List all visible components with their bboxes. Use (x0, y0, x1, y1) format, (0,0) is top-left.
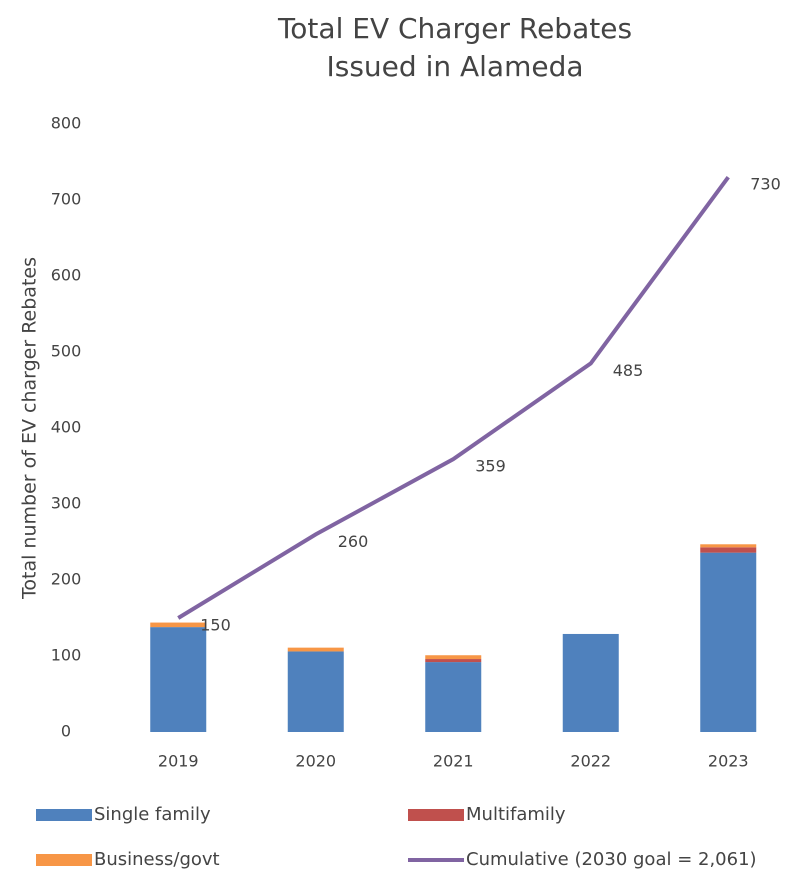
legend-swatch (36, 854, 92, 866)
y-tick-label: 600 (51, 266, 82, 285)
y-tick-label: 300 (51, 494, 82, 513)
x-tick-label: 2019 (158, 752, 199, 771)
x-tick-label: 2022 (570, 752, 611, 771)
data-label: 730 (750, 175, 781, 194)
bar-segment (150, 627, 207, 732)
bar-segment (425, 655, 482, 660)
bar-segment (700, 544, 757, 548)
legend-label: Multifamily (466, 804, 566, 825)
y-tick-label: 700 (51, 190, 82, 209)
bar-segment (287, 647, 344, 652)
bar-segment (150, 622, 207, 628)
y-tick-label: 400 (51, 418, 82, 437)
y-tick-label: 800 (51, 114, 82, 133)
legend-label: Single family (94, 804, 211, 825)
y-tick-label: 0 (61, 722, 71, 741)
legend-swatch (36, 809, 92, 821)
data-label: 359 (475, 457, 506, 476)
data-label: 260 (338, 532, 369, 551)
data-label: 485 (613, 361, 644, 380)
bar-segment (425, 659, 482, 663)
x-tick-label: 2021 (433, 752, 474, 771)
y-tick-label: 100 (51, 646, 82, 665)
bar-segment (425, 662, 482, 732)
y-tick-label: 200 (51, 570, 82, 589)
bar-segment (562, 633, 619, 732)
line (177, 176, 730, 620)
legend-swatch (408, 809, 464, 821)
bar-segment (700, 552, 757, 732)
chart-title: Total EV Charger Rebates Issued in Alame… (277, 12, 633, 83)
y-axis-label: Total number of EV charger Rebates (19, 257, 41, 600)
x-tick-label: 2020 (295, 752, 336, 771)
legend-label: Cumulative (2030 goal = 2,061) (466, 849, 757, 870)
legend-label: Business/govt (94, 849, 220, 870)
data-label: 150 (200, 616, 231, 635)
bar-segment (287, 651, 344, 732)
x-tick-label: 2023 (708, 752, 749, 771)
y-tick-label: 500 (51, 342, 82, 361)
bar-segment (700, 547, 757, 553)
